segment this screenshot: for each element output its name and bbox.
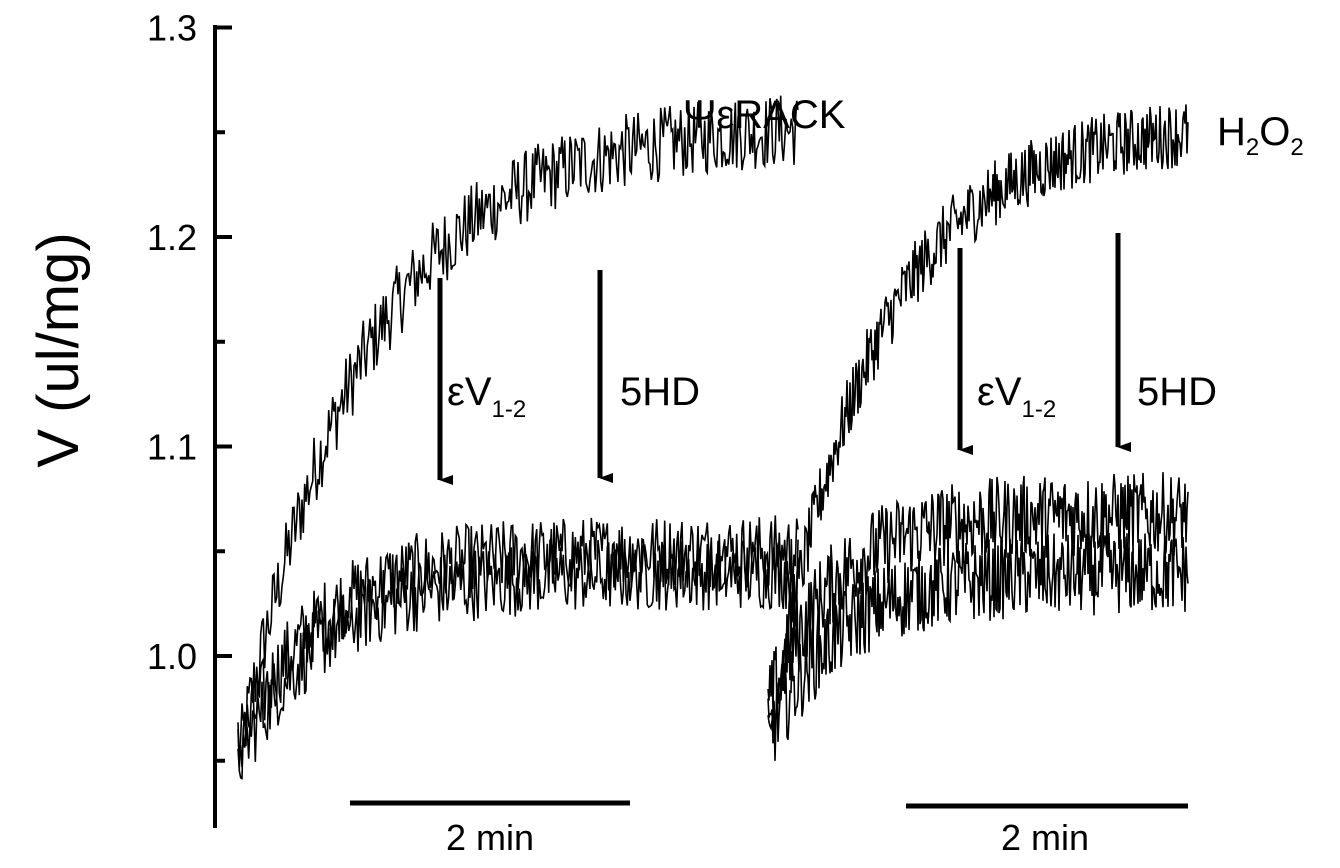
- annotation-5hd-panel1: 5HD: [620, 370, 700, 414]
- scale-bar-label-panel2: 2 min: [1001, 817, 1089, 858]
- panel2-arrows: εV1-2 5HD: [957, 233, 1217, 455]
- trace-panel2-1: [767, 104, 1189, 733]
- scale-bar-panel2: 2 min: [906, 803, 1188, 858]
- scale-bar-panel1: 2 min: [350, 800, 630, 858]
- trace-panel1-1: [237, 95, 799, 769]
- ev-main-2: εV: [977, 370, 1022, 414]
- y-axis-title: V (ul/mg): [26, 232, 91, 467]
- trace-panel1-2: [237, 515, 799, 768]
- ev-sub-1: 1-2: [492, 396, 527, 423]
- h2o2-sub1: 2: [1246, 134, 1259, 161]
- panel1-arrows: εV1-2 5HD: [437, 270, 700, 485]
- annotation-epsilon-v12-panel1: εV1-2: [447, 370, 526, 423]
- panel-label-h2o2: H2O2: [1217, 110, 1304, 161]
- annotation-5hd-panel2: 5HD: [1137, 370, 1217, 414]
- trace-group: [237, 95, 1189, 780]
- y-axis: 1.0 1.1 1.2 1.3: [147, 8, 232, 828]
- y-tick-label-3: 1.3: [147, 8, 197, 49]
- trace-panel2-2: [767, 472, 1189, 716]
- ev-sub-2: 1-2: [1022, 396, 1057, 423]
- y-tick-label-1: 1.1: [147, 427, 197, 468]
- h2o2-sub2: 2: [1290, 134, 1303, 161]
- y-tick-label-2: 1.2: [147, 217, 197, 258]
- h2o2-h: H: [1217, 110, 1246, 154]
- trace-panel2-3: [767, 532, 1189, 761]
- annotation-epsilon-v12-panel2: εV1-2: [977, 370, 1056, 423]
- panel-label-psi-epsilon-rack: ΨεRACK: [683, 93, 846, 137]
- scale-bar-label-panel1: 2 min: [446, 817, 534, 858]
- h2o2-o: O: [1259, 110, 1290, 154]
- y-ticks: 1.0 1.1 1.2 1.3: [147, 8, 232, 763]
- trace-panel1-3: [237, 537, 799, 780]
- ev-main-1: εV: [447, 370, 492, 414]
- y-tick-label-0: 1.0: [147, 636, 197, 677]
